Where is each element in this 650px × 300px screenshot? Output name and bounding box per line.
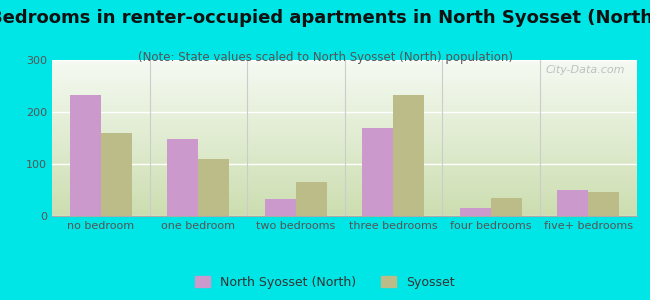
- Bar: [101, 133, 132, 216]
- Bar: [167, 139, 198, 216]
- Bar: [296, 182, 327, 216]
- Bar: [265, 199, 296, 216]
- Bar: [588, 192, 619, 216]
- Bar: [491, 198, 522, 216]
- Bar: [557, 190, 588, 216]
- Bar: [198, 159, 229, 216]
- Bar: [460, 208, 491, 216]
- Bar: [70, 95, 101, 216]
- Text: City-Data.com: City-Data.com: [546, 65, 625, 75]
- Legend: North Syosset (North), Syosset: North Syosset (North), Syosset: [190, 271, 460, 294]
- Bar: [362, 128, 393, 216]
- Text: Bedrooms in renter-occupied apartments in North Syosset (North): Bedrooms in renter-occupied apartments i…: [0, 9, 650, 27]
- Bar: [393, 95, 424, 216]
- Text: (Note: State values scaled to North Syosset (North) population): (Note: State values scaled to North Syos…: [138, 51, 512, 64]
